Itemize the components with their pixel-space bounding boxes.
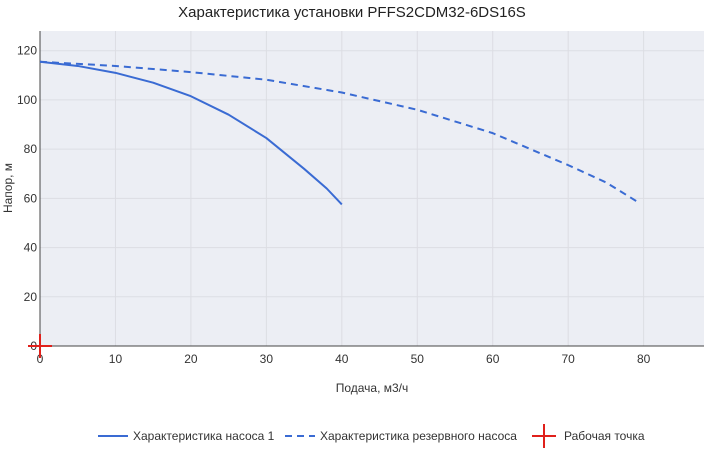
series-pump-1-line	[39, 60, 343, 206]
x-axis-title: Подача, м3/ч	[336, 381, 409, 395]
chart-title: Характеристика установки PFFS2CDM32-6DS1…	[178, 4, 526, 21]
legend-label: Характеристика насоса 1	[133, 429, 275, 443]
legend-item: Характеристика резервного насоса	[285, 429, 517, 443]
x-tick-label: 0	[37, 352, 44, 366]
legend-item: Характеристика насоса 1	[98, 429, 275, 443]
legend: Характеристика насоса 1 Характеристика ре…	[98, 424, 645, 448]
x-tick-label: 10	[109, 352, 123, 366]
plot-area	[40, 31, 704, 346]
grid	[40, 31, 704, 346]
working-point-marker	[28, 334, 52, 358]
series-layer	[28, 60, 641, 358]
y-tick-label: 80	[24, 142, 38, 156]
legend-label: Рабочая точка	[564, 429, 645, 443]
x-tick-label: 50	[411, 352, 425, 366]
y-tick-label: 100	[17, 93, 37, 107]
y-tick-label: 120	[17, 44, 37, 58]
legend-item: Рабочая точка	[532, 424, 645, 448]
series-reserve-pump-line	[39, 60, 641, 205]
y-axis-title: Напор, м	[1, 163, 15, 213]
axes: 01020304050607080020406080100120	[17, 31, 704, 366]
x-tick-label: 80	[637, 352, 651, 366]
y-tick-label: 40	[24, 241, 38, 255]
x-tick-label: 30	[260, 352, 274, 366]
y-tick-label: 20	[24, 290, 38, 304]
x-tick-label: 20	[184, 352, 198, 366]
x-tick-label: 60	[486, 352, 500, 366]
y-tick-label: 60	[24, 191, 38, 205]
x-tick-label: 40	[335, 352, 349, 366]
x-tick-label: 70	[562, 352, 576, 366]
legend-label: Характеристика резервного насоса	[320, 429, 517, 443]
